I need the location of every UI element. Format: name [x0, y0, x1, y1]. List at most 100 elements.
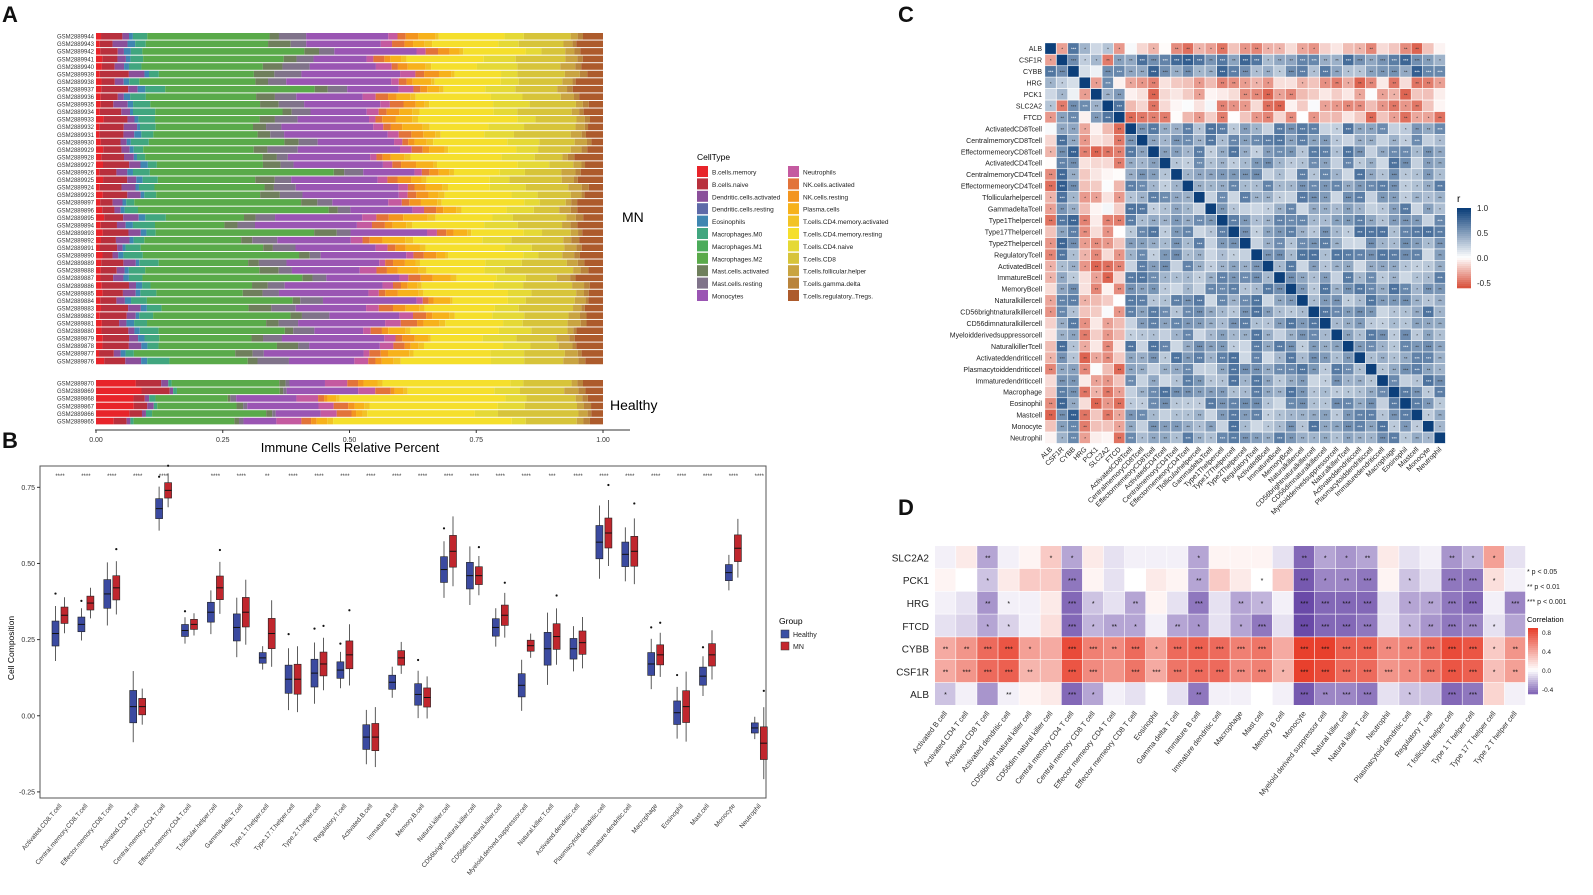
bar-segment [400, 319, 418, 327]
bar-segment [112, 40, 128, 48]
significance-mark: * [1176, 310, 1178, 315]
heatmap-cell [1159, 88, 1171, 101]
heatmap-cell [1441, 591, 1462, 614]
heatmap-cell [1090, 122, 1103, 135]
significance-mark: ** [1347, 356, 1351, 361]
bar-segment [573, 176, 578, 184]
bar-segment [401, 55, 407, 63]
heatmap-cell [1399, 237, 1412, 249]
bar-segment [588, 184, 603, 191]
bar-segment [123, 259, 136, 267]
row-label: Tfollicularhelpercell [982, 195, 1042, 202]
heatmap-cell [1239, 306, 1251, 318]
significance-mark: *** [1369, 287, 1375, 292]
heatmap-cell [1273, 88, 1286, 101]
bar-segment [542, 229, 571, 236]
significance-mark: *** [1403, 367, 1409, 372]
bar-segment [489, 176, 510, 184]
significance-mark: *** [1323, 173, 1329, 178]
significance-mark: * [1408, 692, 1411, 699]
heatmap-cell [1125, 100, 1137, 112]
significance-mark: ** [1347, 436, 1351, 441]
x-category-label: Neutrophil [738, 802, 763, 830]
heatmap-cell [1090, 145, 1103, 158]
significance-mark: *** [1469, 647, 1477, 654]
heatmap-cell [1342, 248, 1354, 261]
significance-mark: *** [1300, 219, 1306, 224]
significance-mark: * [1029, 647, 1032, 654]
bar-segment [100, 304, 129, 312]
heatmap-cell [1354, 420, 1366, 432]
legend-label: Macrophages.M2 [712, 256, 763, 263]
heatmap-cell [1250, 134, 1263, 146]
legend-gradient-step [1528, 666, 1538, 669]
bar-segment [143, 146, 254, 153]
significance-mark: ** [1347, 413, 1351, 418]
bar-segment [573, 327, 577, 335]
heatmap-cell [1205, 260, 1217, 272]
bar-segment [489, 184, 526, 191]
bar-segment [575, 123, 585, 131]
bar-segment [453, 168, 500, 176]
heatmap-cell [1067, 420, 1080, 432]
bar-segment [96, 395, 134, 402]
bar-segment [302, 191, 399, 199]
bar-segment [142, 48, 305, 55]
bar-segment [497, 410, 579, 417]
significance-mark: *** [1071, 58, 1077, 63]
legend-swatch [788, 215, 799, 227]
significance-mark: ** [1267, 436, 1271, 441]
bar-segment [358, 387, 376, 395]
bar-segment [161, 380, 169, 387]
significance-mark: *** [1231, 413, 1237, 418]
significance-mark: *** [1300, 647, 1308, 654]
significance-mark: ** [1198, 413, 1202, 418]
heatmap-cell [1205, 226, 1217, 238]
legend-gradient-step [1528, 658, 1538, 661]
significance-mark: ** [1415, 47, 1419, 52]
significance-mark: *** [1357, 287, 1363, 292]
heatmap-cell [1354, 306, 1366, 318]
heatmap-cell [1285, 77, 1297, 89]
bar-segment [359, 267, 377, 274]
heatmap-cell [1182, 374, 1194, 387]
bar-segment [583, 402, 592, 410]
heatmap-cell [1388, 54, 1400, 66]
heatmap-cell [1399, 546, 1420, 569]
significance-mark: * [1313, 390, 1315, 395]
significance-mark: * [1279, 413, 1281, 418]
bar-segment [426, 312, 433, 319]
bar-segment [262, 289, 279, 297]
significance-mark: * [1073, 356, 1075, 361]
bar-segment [155, 395, 228, 402]
bar-segment [576, 40, 603, 48]
significance-mark: *** [1392, 173, 1398, 178]
heatmap-cell [1399, 614, 1420, 637]
bar-segment [403, 387, 408, 395]
heatmap-cell [1136, 432, 1148, 444]
significance-mark: * [1416, 173, 1418, 178]
bar-segment [130, 138, 149, 146]
bar-segment [412, 206, 425, 214]
heatmap-cell [1308, 65, 1320, 78]
heatmap-cell [1209, 682, 1230, 705]
panel-a-x-ticks: 0.00 0.25 0.50 0.75 1.00 [89, 430, 610, 444]
heatmap-cell [1273, 271, 1286, 284]
bar-segment [351, 410, 357, 417]
heatmap-cell [1354, 54, 1366, 66]
legend-gradient-step [1528, 634, 1538, 637]
heatmap-cell [1365, 65, 1377, 78]
bar-segment [584, 259, 603, 267]
significance-mark: ** [1095, 241, 1099, 246]
legend-gradient-step [1528, 650, 1538, 653]
legend-gradient-step [1528, 684, 1538, 687]
heatmap-cell [998, 660, 1019, 683]
heatmap-cell [1239, 111, 1251, 123]
heatmap-cell [1159, 214, 1171, 227]
heatmap-cell [1285, 226, 1297, 238]
bar-segment [176, 387, 280, 395]
heatmap-cell [1216, 65, 1229, 78]
bar-segment [296, 55, 314, 63]
bar-segment [128, 267, 146, 274]
bar-segment [523, 282, 573, 289]
